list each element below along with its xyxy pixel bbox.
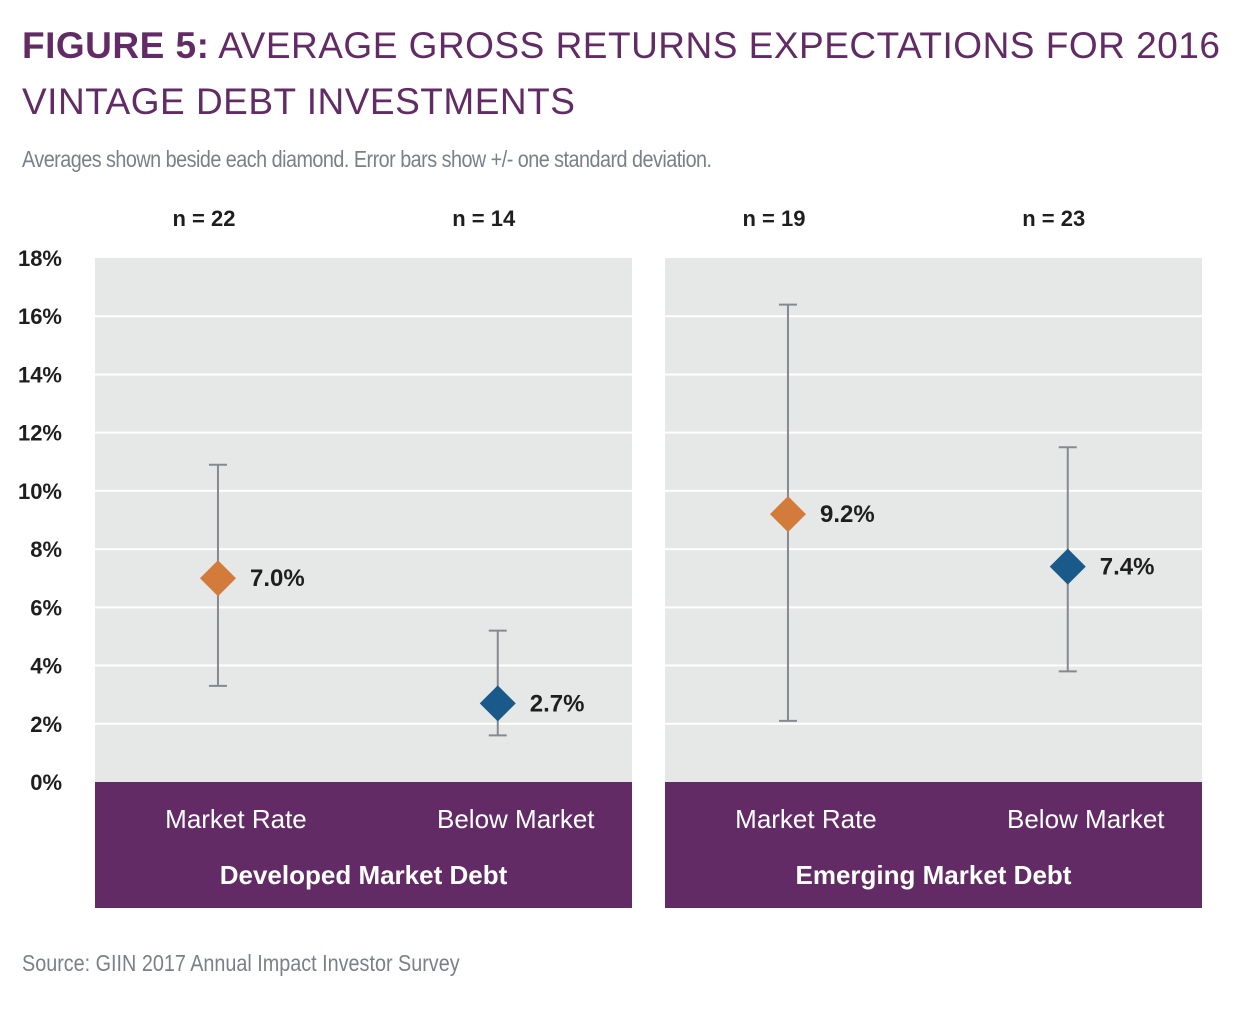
data-label: 7.0% (250, 565, 305, 592)
y-tick-label: 8% (30, 537, 62, 562)
data-point-diamond (199, 560, 236, 597)
sample-size-label: n = 23 (1022, 206, 1085, 231)
data-label: 9.2% (820, 501, 875, 528)
category-band (665, 782, 1202, 908)
figure-title-text: AVERAGE GROSS RETURNS EXPECTATIONS FOR 2… (22, 25, 1221, 122)
data-label: 2.7% (530, 690, 585, 717)
y-tick-label: 0% (30, 770, 62, 795)
data-point-diamond (1049, 548, 1086, 585)
category-label: Market Rate (735, 804, 877, 834)
y-tick-label: 14% (18, 362, 62, 387)
category-band (95, 782, 632, 908)
plot-panel (95, 258, 632, 782)
chart-subtitle: Averages shown beside each diamond. Erro… (22, 146, 712, 172)
sample-size-label: n = 14 (452, 206, 516, 231)
y-tick-label: 10% (18, 479, 62, 504)
group-label: Developed Market Debt (220, 860, 508, 890)
y-tick-label: 2% (30, 712, 62, 737)
category-label: Market Rate (165, 804, 307, 834)
sample-size-label: n = 19 (742, 206, 805, 231)
chart-source: Source: GIIN 2017 Annual Impact Investor… (22, 950, 460, 976)
y-tick-label: 4% (30, 654, 62, 679)
figure-label: FIGURE 5: (22, 25, 210, 66)
category-label: Below Market (1007, 804, 1165, 834)
group-label: Emerging Market Debt (796, 860, 1072, 890)
category-label: Below Market (437, 804, 595, 834)
y-tick-label: 18% (18, 246, 62, 271)
data-label: 7.4% (1100, 554, 1155, 581)
chart-title: FIGURE 5: AVERAGE GROSS RETURNS EXPECTAT… (22, 18, 1232, 130)
y-tick-label: 16% (18, 304, 62, 329)
data-point-diamond (769, 496, 806, 533)
sample-size-label: n = 22 (172, 206, 235, 231)
plot-panel (665, 258, 1202, 782)
y-tick-label: 6% (30, 595, 62, 620)
data-point-diamond (479, 685, 516, 722)
y-tick-label: 12% (18, 421, 62, 446)
